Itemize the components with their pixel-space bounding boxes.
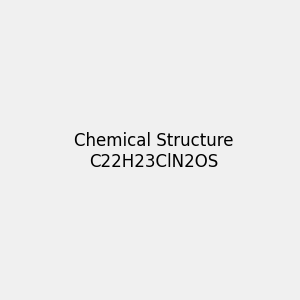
Text: Chemical Structure
C22H23ClN2OS: Chemical Structure C22H23ClN2OS bbox=[74, 132, 233, 171]
